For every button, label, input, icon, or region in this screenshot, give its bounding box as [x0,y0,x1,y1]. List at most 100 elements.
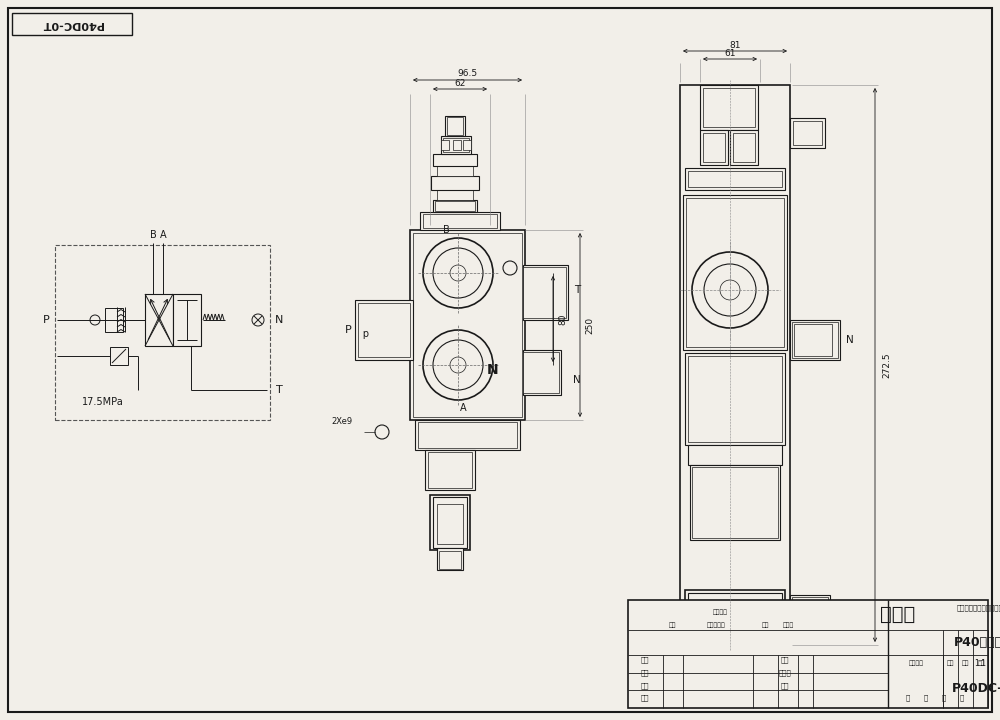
Bar [685,168,785,190]
Bar [428,468,472,474]
Circle shape [450,265,466,281]
Bar [523,350,561,395]
Bar [688,356,782,442]
Text: P: P [345,325,351,335]
Text: 比例: 比例 [977,660,985,666]
Circle shape [692,252,768,328]
Bar [110,347,128,365]
Bar [700,130,728,165]
Text: 80: 80 [558,313,568,325]
Text: T: T [574,285,580,295]
Circle shape [433,340,483,390]
Text: 272.5: 272.5 [883,352,892,378]
Bar [429,452,471,458]
Text: 张: 张 [960,695,964,701]
Circle shape [252,314,264,326]
Text: 设计: 设计 [641,657,649,663]
Text: 标准化类: 标准化类 [713,610,728,616]
Bar [431,176,479,190]
Circle shape [375,425,389,439]
Bar [413,233,522,417]
Bar [415,420,520,450]
Text: 工艺: 工艺 [781,657,789,663]
Bar [447,117,463,135]
Bar [523,352,559,393]
Bar [463,140,471,150]
Bar [433,200,477,212]
Bar [790,118,825,148]
Bar [437,166,473,176]
Bar [428,452,472,488]
Bar [688,445,782,465]
Bar [428,460,472,466]
Bar [420,212,500,230]
Bar [792,322,838,358]
Bar [690,465,780,540]
Text: 张数: 张数 [961,660,969,666]
Circle shape [450,357,466,373]
Bar [685,590,785,645]
Text: N: N [846,335,854,345]
Text: N: N [573,375,581,385]
Bar [703,133,725,162]
Circle shape [704,264,756,316]
Bar [55,245,270,420]
Bar [418,422,517,448]
Bar [790,320,840,360]
Text: 贵州博信华通液压科技有限公司: 贵州博信华通液压科技有限公司 [956,605,1000,611]
Bar [793,121,822,145]
Text: 81: 81 [729,40,741,50]
Bar [433,497,467,548]
Text: P40电磁控制阀: P40电磁控制阀 [954,636,1000,649]
Text: N: N [487,363,499,377]
Text: 标准化: 标准化 [779,670,791,676]
Bar [437,190,473,200]
Bar [680,85,790,645]
Bar [683,195,787,350]
Bar [437,504,463,544]
Text: A: A [160,230,166,240]
Bar [445,116,465,136]
Circle shape [503,261,517,275]
Text: 图样标记: 图样标记 [908,660,924,666]
Text: 制图: 制图 [641,670,649,676]
Bar [443,138,469,152]
Text: 62: 62 [454,78,466,88]
Bar [12,13,132,35]
Text: P: P [43,315,49,325]
Text: B: B [443,225,449,235]
Circle shape [423,238,493,308]
Bar [688,171,782,187]
Bar [794,324,832,356]
Text: 1:1: 1:1 [974,659,986,667]
Bar [105,308,123,332]
Bar [453,140,461,150]
Text: 2Xe9: 2Xe9 [331,418,353,426]
Bar [790,595,830,640]
Text: 外形图: 外形图 [880,605,916,624]
Circle shape [423,330,493,400]
Text: 签名: 签名 [761,622,769,628]
Bar [792,597,828,638]
Bar [688,593,782,643]
Bar [441,136,471,154]
Circle shape [433,248,483,298]
Bar [427,484,473,490]
Bar [439,551,461,569]
Bar [173,294,201,346]
Bar [523,265,568,320]
Bar [437,548,463,570]
Text: d: d [362,327,368,337]
Text: 第: 第 [942,695,946,701]
Text: 审对: 审对 [641,682,649,688]
Text: 17.5MPa: 17.5MPa [82,397,124,407]
Bar [145,294,173,346]
Bar [435,201,475,211]
Text: A: A [460,403,466,413]
Text: 审批: 审批 [641,695,649,701]
Bar [685,353,785,445]
Bar [733,133,755,162]
Bar [428,476,473,482]
Text: 张: 张 [924,695,928,701]
Bar [523,267,566,318]
